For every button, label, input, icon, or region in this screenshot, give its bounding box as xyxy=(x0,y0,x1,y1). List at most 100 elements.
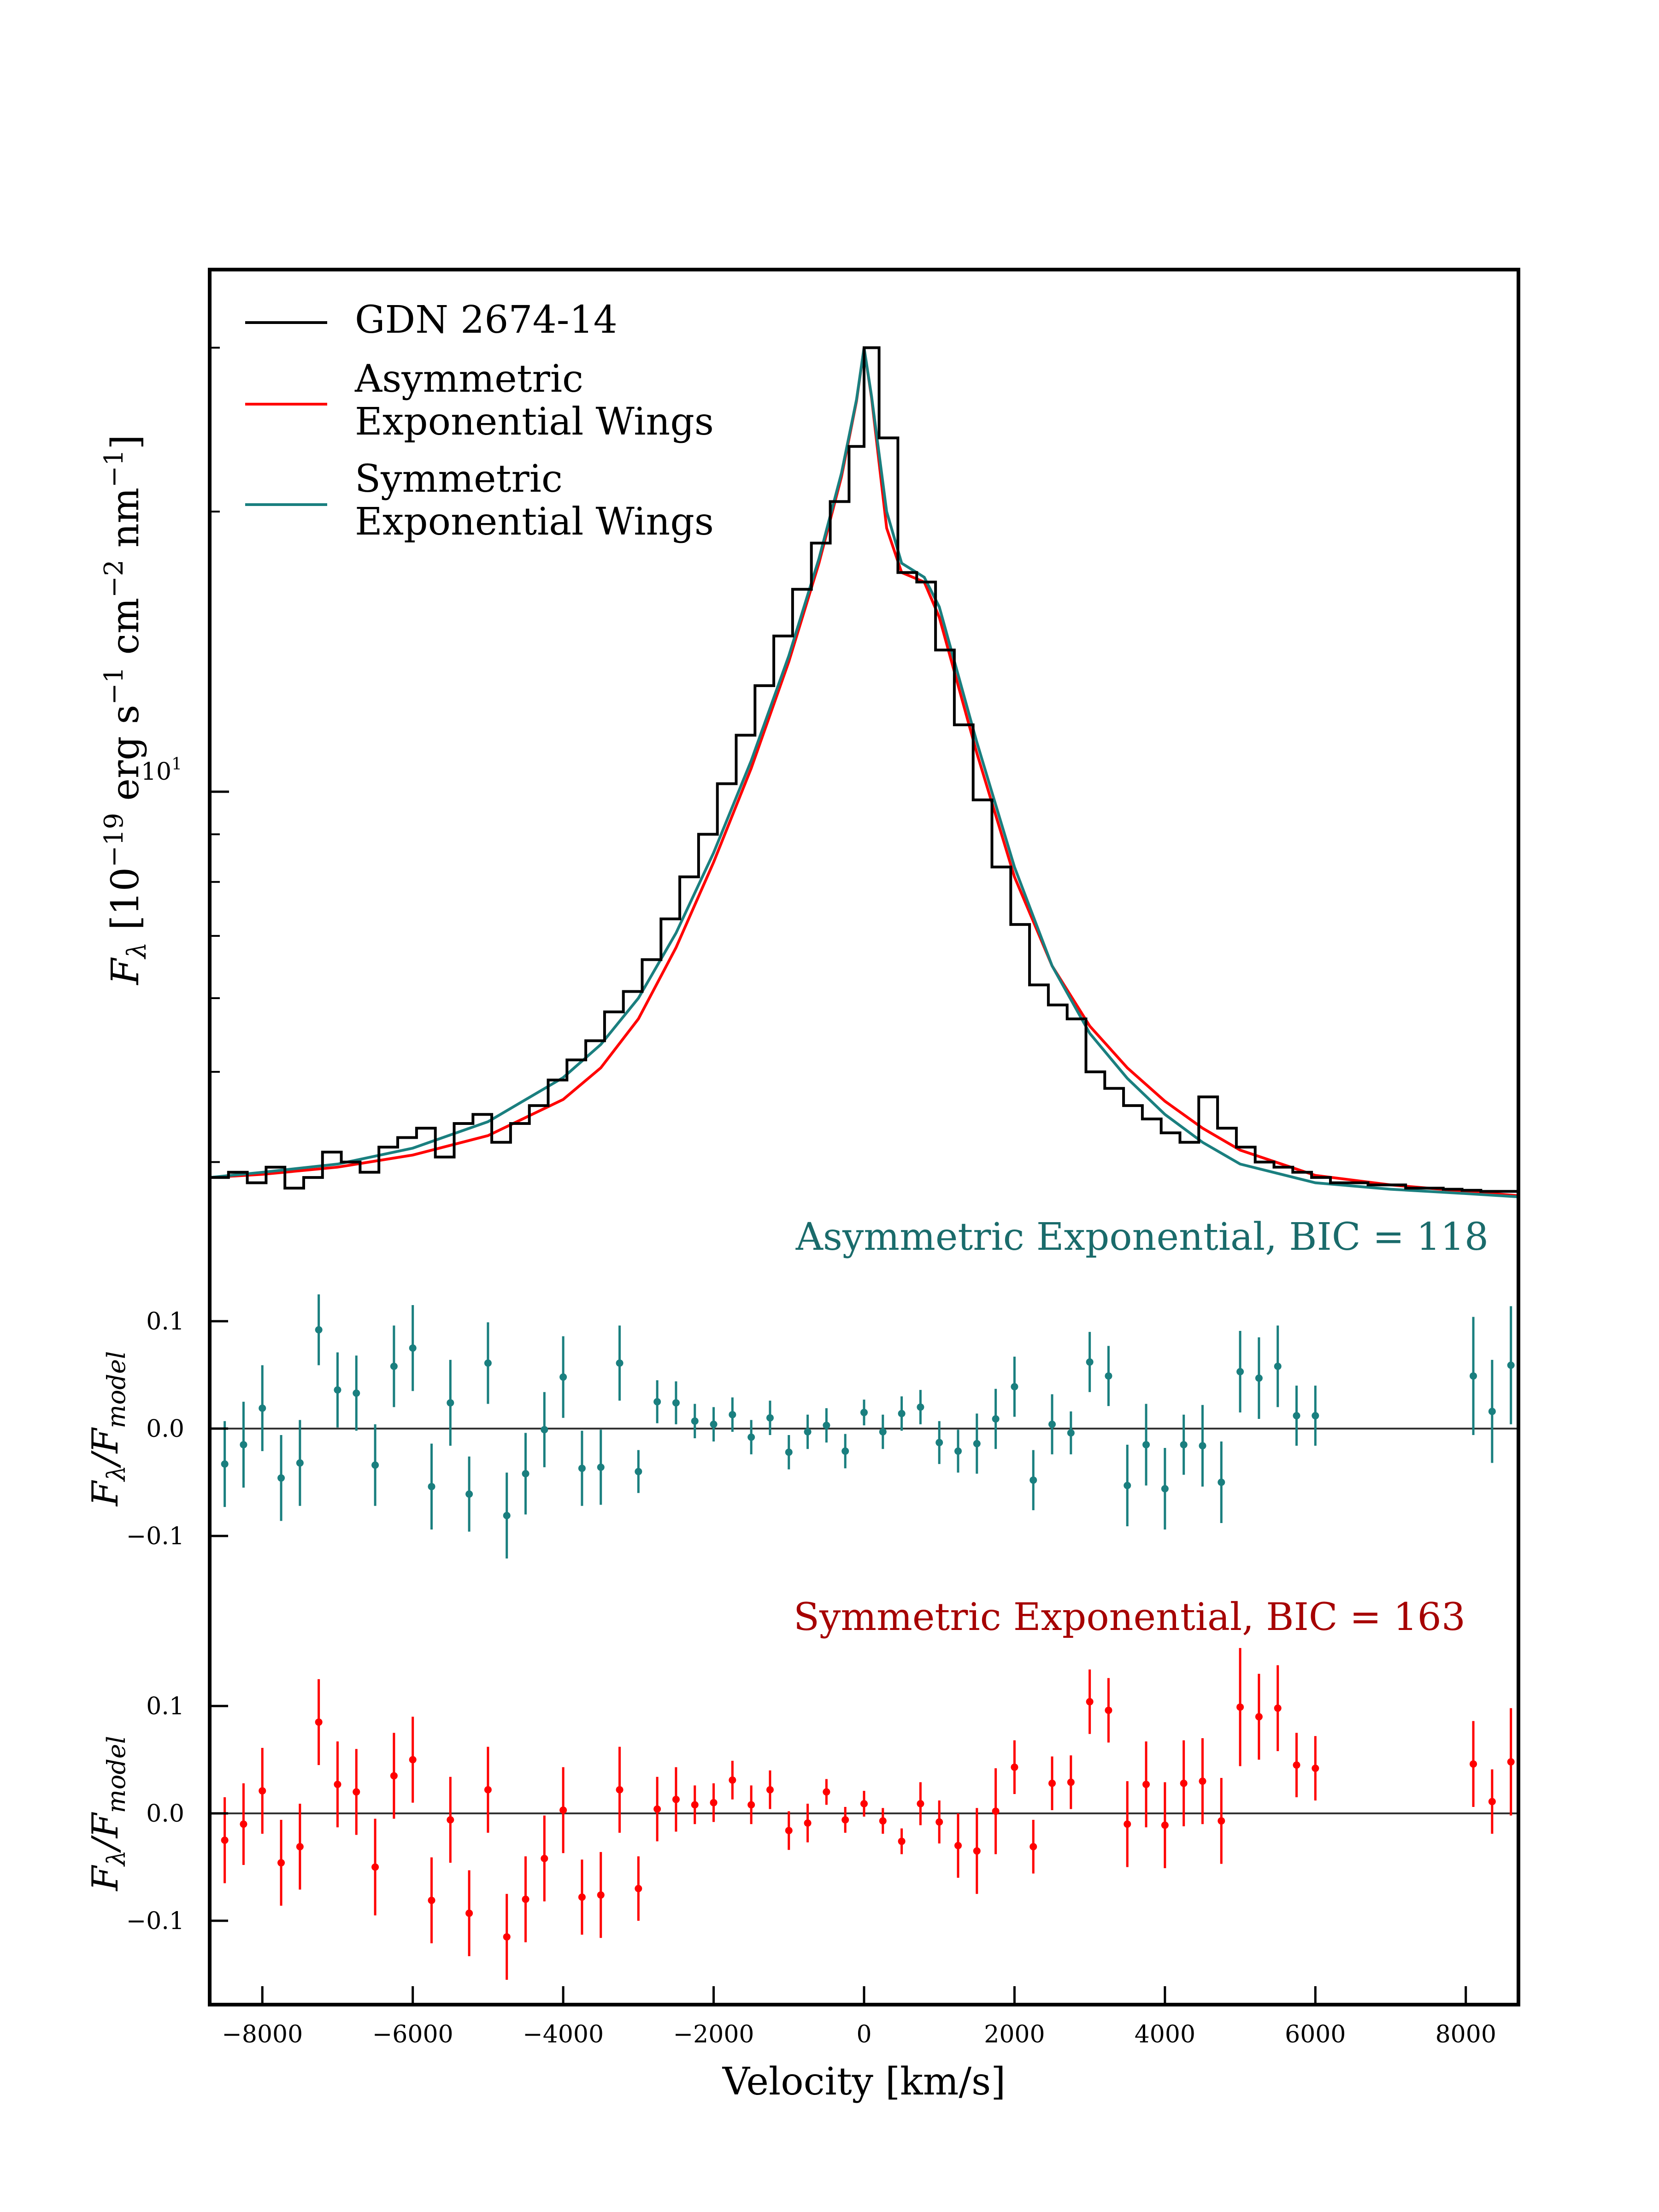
residual-1-ytick-label-2: −0.1 xyxy=(126,1523,184,1550)
residual-2-point xyxy=(541,1854,548,1862)
residual-1-point xyxy=(1255,1374,1263,1382)
residual-2-ytick-label-0: 0.1 xyxy=(146,1693,184,1720)
residual-2-point xyxy=(221,1836,229,1844)
ytick-base: 10 xyxy=(141,758,171,786)
residual-2-point xyxy=(841,1816,849,1824)
residual-2-point xyxy=(390,1772,398,1780)
residual-1-point xyxy=(522,1470,529,1477)
residual-2-point xyxy=(1255,1713,1263,1721)
residual-2-point xyxy=(766,1786,774,1794)
svg-text:Fλ [10−19 erg s−1 cm−2 nm−1]: Fλ [10−19 erg s−1 cm−2 nm−1] xyxy=(99,435,152,986)
ylabel-exp1: −19 xyxy=(99,813,129,867)
residual-1-point xyxy=(635,1468,642,1476)
main-ytick-label: 101 xyxy=(141,755,182,786)
residual-2-point xyxy=(1105,1706,1112,1714)
residual-2-point xyxy=(616,1786,624,1794)
residual-1-point xyxy=(578,1465,586,1472)
xtick-label-5: 2000 xyxy=(984,2021,1045,2048)
residual-2-point xyxy=(597,1891,605,1899)
residual-2-point xyxy=(917,1800,924,1808)
residual-1-point xyxy=(1105,1372,1112,1380)
residual-2-point xyxy=(296,1843,304,1851)
residual-2-point xyxy=(409,1756,417,1764)
r2-ylabel-f1: F xyxy=(85,1865,126,1892)
residual-2-point xyxy=(672,1795,680,1803)
residual-1-point xyxy=(1236,1368,1244,1376)
ylabel-exp4: −1 xyxy=(99,449,129,488)
residual-1-point xyxy=(465,1490,473,1498)
r1-ylabel-f1: F xyxy=(85,1480,126,1507)
residual-1-point xyxy=(917,1403,924,1411)
residual-2-point xyxy=(1218,1817,1225,1825)
residual-1-point xyxy=(428,1483,435,1490)
residual-2-point xyxy=(747,1801,755,1809)
residual-1-point xyxy=(409,1344,417,1352)
residual-2-point xyxy=(1030,1843,1037,1851)
ylabel-close: ] xyxy=(104,435,147,449)
xtick-label-0: −8000 xyxy=(222,2021,303,2048)
residual-1-point xyxy=(860,1409,868,1417)
residual-2-point xyxy=(729,1776,736,1784)
residual-1-point xyxy=(484,1359,492,1367)
residual-2-point xyxy=(503,1933,511,1941)
residual-2-point xyxy=(823,1788,830,1796)
residual-1-point xyxy=(672,1399,680,1407)
residual-1-point xyxy=(503,1512,511,1519)
residual-2-point xyxy=(653,1805,661,1813)
residual-2-point xyxy=(578,1893,586,1901)
r2-ylabel-lambda: λ xyxy=(102,1850,131,1867)
residual-1-point xyxy=(1124,1482,1131,1489)
residual-1-point xyxy=(597,1463,605,1471)
ytick-exp: 1 xyxy=(171,755,182,774)
residual-2-point xyxy=(1274,1704,1282,1712)
residual-1-ytick-label-0: 0.1 xyxy=(146,1308,184,1335)
residual-2-point xyxy=(1180,1779,1188,1787)
residual-2-point xyxy=(898,1837,906,1845)
main-ylabel: Fλ [10−19 erg s−1 cm−2 nm−1] xyxy=(99,435,152,986)
data-layer xyxy=(210,346,1518,1980)
residual-1-point xyxy=(1488,1407,1496,1415)
residual-1-point xyxy=(954,1447,962,1455)
residual-1-point xyxy=(315,1326,323,1334)
residual-2-point xyxy=(635,1885,642,1893)
ylabel-open: [10 xyxy=(104,867,147,942)
svg-text:Fλ/Fmodel: Fλ/Fmodel xyxy=(85,1351,131,1507)
residual-2-point xyxy=(1011,1763,1018,1771)
residual-2-point xyxy=(973,1847,981,1855)
residual-1-point xyxy=(353,1389,360,1397)
residual-2-point xyxy=(353,1788,360,1796)
residual-2-point xyxy=(1312,1765,1319,1772)
residual-1-point xyxy=(729,1411,736,1418)
r2-ylabel-f2: F xyxy=(85,1812,126,1839)
residual-2-point xyxy=(522,1895,529,1903)
residual-panel-2-title: Symmetric Exponential, BIC = 163 xyxy=(794,1595,1465,1639)
residual-1-point xyxy=(221,1460,229,1468)
residual-2-point xyxy=(259,1787,266,1795)
residual-1-point xyxy=(691,1417,699,1425)
xtick-label-4: 0 xyxy=(856,2021,871,2048)
xtick-label-3: −2000 xyxy=(673,2021,754,2048)
residual-2-ytick-label-2: −0.1 xyxy=(126,1907,184,1935)
residual-1-ylabel: Fλ/Fmodel xyxy=(85,1351,131,1507)
residual-2-point xyxy=(447,1816,454,1824)
residual-2-point xyxy=(240,1820,247,1828)
residual-1-point xyxy=(1086,1358,1094,1366)
residual-1-point xyxy=(1470,1372,1477,1380)
residual-2-point xyxy=(1048,1779,1056,1787)
residual-1-point xyxy=(973,1440,981,1447)
residual-2-point xyxy=(954,1841,962,1849)
residual-2-point xyxy=(1124,1820,1131,1828)
residual-2-point xyxy=(879,1817,887,1825)
residual-2-point xyxy=(1142,1781,1150,1788)
residual-1-point xyxy=(1180,1441,1188,1448)
residual-1-point xyxy=(296,1459,304,1467)
svg-text:Fλ/Fmodel: Fλ/Fmodel xyxy=(85,1736,131,1892)
residual-2-point xyxy=(334,1781,341,1788)
residual-1-point xyxy=(992,1415,1000,1423)
residual-1-point xyxy=(240,1441,247,1448)
residual-2-point xyxy=(1086,1698,1094,1706)
residual-2-point xyxy=(1199,1777,1206,1785)
xtick-label-6: 4000 xyxy=(1135,2021,1195,2048)
residual-1-point xyxy=(747,1433,755,1441)
